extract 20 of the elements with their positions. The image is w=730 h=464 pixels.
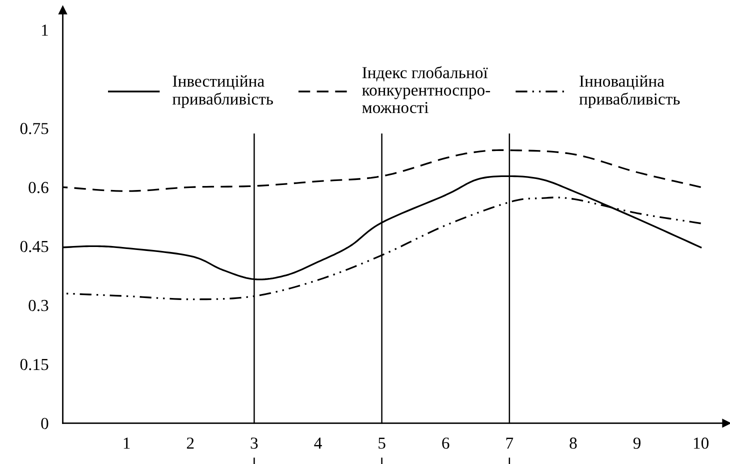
legend-label: Індекс глобальної конкурентноспро- можності xyxy=(362,66,490,114)
x-tick-label: 5 xyxy=(378,438,386,449)
y-tick-label: 0.6 xyxy=(28,182,48,194)
x-tick-label: 10 xyxy=(694,438,709,449)
y-tick-label: 1 xyxy=(42,24,48,36)
y-tick-label: 0.15 xyxy=(20,358,48,370)
legend-label: Інноваційна привабливість xyxy=(579,75,680,108)
y-tick-label: 0.3 xyxy=(28,300,48,312)
x-tick-label: 1 xyxy=(124,438,130,449)
x-tick-label: 2 xyxy=(186,438,194,449)
y-tick-label: 0.45 xyxy=(20,240,48,252)
x-tick-label: 8 xyxy=(570,438,577,449)
x-tick-label: 7 xyxy=(506,438,514,449)
legend-label: Інвестиційна привабливість xyxy=(172,75,273,108)
x-tick-label: 9 xyxy=(633,438,641,449)
y-tick-label: 0 xyxy=(41,418,48,430)
x-tick-label: 6 xyxy=(442,438,450,449)
y-tick-label: 0.75 xyxy=(20,122,48,134)
x-tick-label: 3 xyxy=(250,438,258,449)
x-tick-label: 4 xyxy=(314,438,322,449)
